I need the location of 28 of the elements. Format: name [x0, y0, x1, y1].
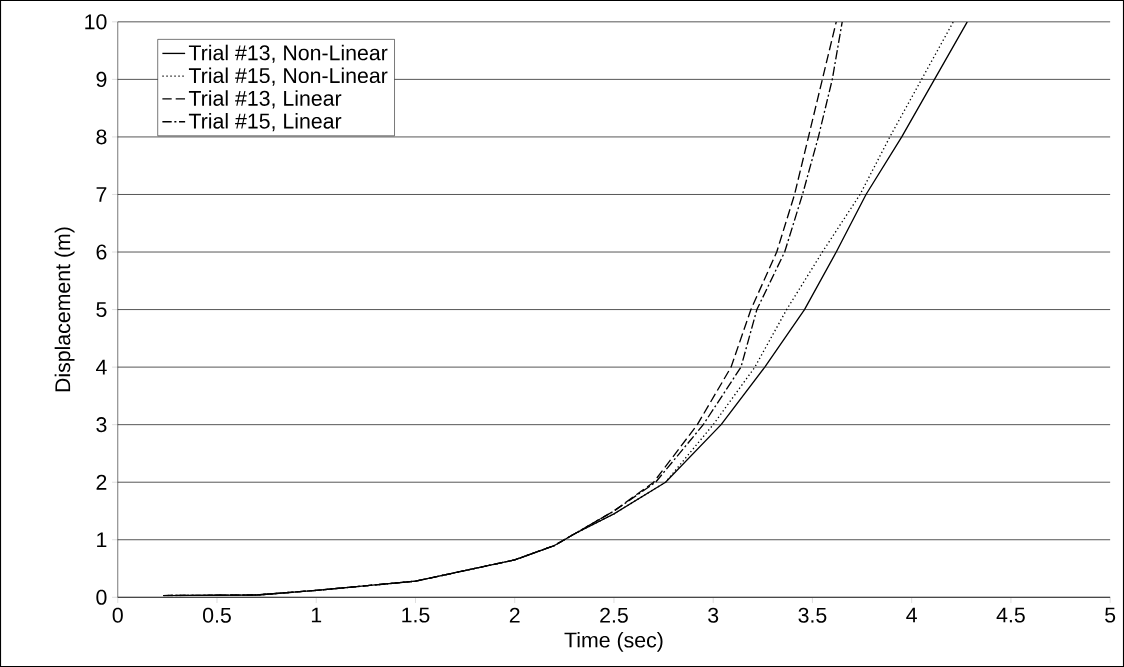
- x-tick-label: 0: [112, 607, 123, 623]
- x-axis-title: Time (sec): [564, 631, 663, 652]
- y-tick-label: 5: [96, 302, 107, 317]
- x-tick-label: 1.5: [402, 607, 430, 623]
- y-tick-label: 4: [95, 359, 107, 375]
- legend-label: Trial #15, Non-Linear: [188, 67, 388, 86]
- legend-label: Trial #13, Linear: [188, 90, 342, 109]
- x-tick-label: 4.5: [996, 607, 1025, 623]
- y-tick-label: 9: [96, 71, 107, 87]
- legend-label: Trial #13, Non-Linear: [188, 44, 388, 63]
- x-tick-label: 3: [708, 607, 719, 623]
- y-tick-label: 7: [96, 187, 107, 202]
- y-tick-label: 1: [97, 532, 107, 548]
- y-axis-title: Displacement (m): [54, 227, 75, 392]
- y-tick-label: 3: [96, 417, 107, 433]
- x-tick-label: 4: [906, 607, 917, 623]
- x-tick-label: 2.5: [600, 607, 628, 623]
- x-tick-label: 3.5: [798, 607, 827, 623]
- x-tick-label: 0.5: [203, 607, 231, 623]
- y-tick-label: 6: [96, 244, 107, 260]
- y-tick-label: 0: [96, 589, 107, 605]
- legend-label: Trial #15, Linear: [188, 112, 342, 132]
- y-tick-label: 10: [85, 14, 107, 30]
- x-tick-label: 5: [1105, 607, 1116, 623]
- x-tick-label: 2: [509, 607, 520, 623]
- x-tick-label: 1: [311, 607, 322, 623]
- y-tick-label: 2: [96, 474, 107, 490]
- y-tick-label: 8: [96, 129, 107, 145]
